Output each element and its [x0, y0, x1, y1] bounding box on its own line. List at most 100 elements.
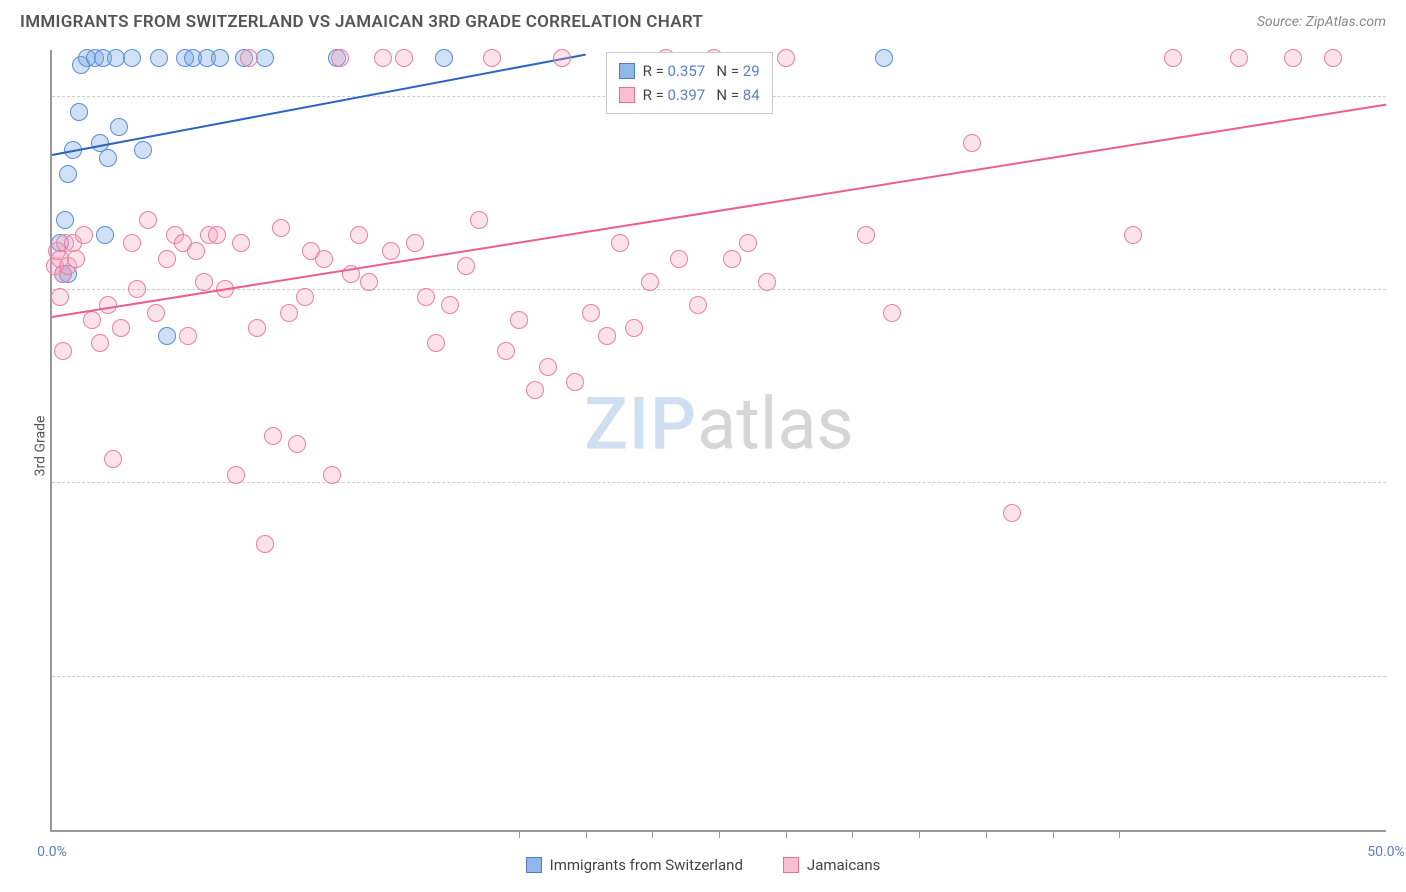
data-point: [112, 319, 130, 337]
data-point: [582, 304, 600, 322]
x-tick: [986, 830, 987, 838]
y-tick-label: 92.5%: [1396, 668, 1406, 684]
data-point: [91, 334, 109, 352]
chart-title: IMMIGRANTS FROM SWITZERLAND VS JAMAICAN …: [20, 12, 703, 32]
stats-legend: R = 0.357 N = 29R = 0.397 N = 84: [606, 52, 773, 114]
data-point: [553, 49, 571, 67]
data-point: [723, 250, 741, 268]
data-point: [211, 49, 229, 67]
data-point: [539, 358, 557, 376]
data-point: [350, 226, 368, 244]
data-point: [758, 273, 776, 291]
data-point: [158, 250, 176, 268]
stats-legend-row: R = 0.357 N = 29: [619, 59, 760, 83]
watermark-zip: ZIP: [584, 382, 697, 467]
data-point: [272, 219, 290, 237]
bottom-legend: Immigrants from SwitzerlandJamaicans: [0, 856, 1406, 874]
data-point: [195, 273, 213, 291]
data-point: [110, 118, 128, 136]
data-point: [288, 435, 306, 453]
data-point: [240, 49, 258, 67]
data-point: [83, 311, 101, 329]
legend-swatch: [619, 87, 635, 103]
data-point: [256, 49, 274, 67]
data-point: [395, 49, 413, 67]
data-point: [99, 149, 117, 167]
gridline: [52, 289, 1386, 290]
data-point: [187, 242, 205, 260]
data-point: [128, 280, 146, 298]
data-point: [134, 141, 152, 159]
x-tick: [586, 830, 587, 838]
y-axis-label: 3rd Grade: [32, 416, 48, 477]
data-point: [374, 49, 392, 67]
trend-line: [52, 104, 1386, 318]
data-point: [1230, 49, 1248, 67]
data-point: [510, 311, 528, 329]
data-point: [331, 49, 349, 67]
data-point: [147, 304, 165, 322]
data-point: [315, 250, 333, 268]
data-point: [139, 211, 157, 229]
x-tick: [1119, 830, 1120, 838]
data-point: [232, 234, 250, 252]
source-label: Source: ZipAtlas.com: [1257, 14, 1386, 30]
legend-swatch: [619, 63, 635, 79]
data-point: [158, 327, 176, 345]
data-point: [457, 257, 475, 275]
data-point: [963, 134, 981, 152]
data-point: [497, 342, 515, 360]
legend-item: Jamaicans: [783, 856, 880, 874]
data-point: [1284, 49, 1302, 67]
data-point: [59, 165, 77, 183]
data-point: [96, 226, 114, 244]
x-tick: [786, 830, 787, 838]
data-point: [1124, 226, 1142, 244]
legend-swatch: [783, 857, 799, 873]
data-point: [739, 234, 757, 252]
x-tick: [519, 830, 520, 838]
data-point: [56, 211, 74, 229]
x-tick: [852, 830, 853, 838]
data-point: [264, 427, 282, 445]
watermark-atlas: atlas: [697, 382, 854, 467]
data-point: [566, 373, 584, 391]
x-tick: [652, 830, 653, 838]
data-point: [382, 242, 400, 260]
data-point: [208, 226, 226, 244]
data-point: [150, 49, 168, 67]
data-point: [470, 211, 488, 229]
stats-text: R = 0.397 N = 84: [643, 83, 760, 107]
data-point: [323, 466, 341, 484]
data-point: [406, 234, 424, 252]
data-point: [641, 273, 659, 291]
legend-swatch: [526, 857, 542, 873]
data-point: [526, 381, 544, 399]
data-point: [51, 288, 69, 306]
scatter-plot: ZIPatlas 92.5%95.0%97.5%100.0%0.0%50.0%R…: [50, 50, 1386, 832]
data-point: [598, 327, 616, 345]
gridline: [52, 482, 1386, 483]
data-point: [883, 304, 901, 322]
data-point: [179, 327, 197, 345]
data-point: [441, 296, 459, 314]
x-tick: [1053, 830, 1054, 838]
data-point: [689, 296, 707, 314]
data-point: [483, 49, 501, 67]
data-point: [435, 49, 453, 67]
data-point: [75, 226, 93, 244]
y-tick-label: 100.0%: [1396, 88, 1406, 104]
legend-label: Jamaicans: [807, 856, 880, 874]
y-tick-label: 95.0%: [1396, 474, 1406, 490]
data-point: [670, 250, 688, 268]
data-point: [104, 450, 122, 468]
data-point: [875, 49, 893, 67]
trend-line: [52, 54, 586, 156]
data-point: [248, 319, 266, 337]
data-point: [417, 288, 435, 306]
data-point: [857, 226, 875, 244]
data-point: [1003, 504, 1021, 522]
data-point: [227, 466, 245, 484]
data-point: [99, 296, 117, 314]
data-point: [296, 288, 314, 306]
